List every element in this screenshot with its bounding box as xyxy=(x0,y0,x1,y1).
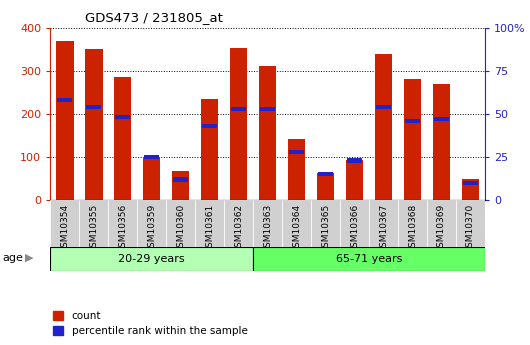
Bar xyxy=(288,139,305,200)
Bar xyxy=(346,160,363,200)
Text: GSM10355: GSM10355 xyxy=(90,204,98,253)
Bar xyxy=(427,200,456,247)
Bar xyxy=(260,107,275,111)
Bar xyxy=(85,49,102,200)
Text: GSM10366: GSM10366 xyxy=(350,204,359,253)
Bar xyxy=(376,105,391,109)
Bar xyxy=(463,181,478,185)
Bar xyxy=(282,200,311,247)
Bar xyxy=(259,66,276,200)
Bar xyxy=(108,200,137,247)
Text: GSM10365: GSM10365 xyxy=(321,204,330,253)
Bar xyxy=(173,177,188,181)
Bar xyxy=(375,55,392,200)
Text: GSM10362: GSM10362 xyxy=(234,204,243,253)
Bar xyxy=(172,171,189,200)
Bar xyxy=(195,200,224,247)
Text: GSM10356: GSM10356 xyxy=(118,204,127,253)
Bar xyxy=(289,150,304,154)
Bar xyxy=(230,48,248,200)
Bar xyxy=(231,107,246,111)
Bar xyxy=(317,173,334,200)
Text: 20-29 years: 20-29 years xyxy=(118,254,185,264)
Bar xyxy=(80,200,108,247)
Bar xyxy=(201,99,218,200)
Bar xyxy=(398,200,427,247)
Bar xyxy=(253,200,282,247)
Text: GSM10369: GSM10369 xyxy=(437,204,446,253)
Text: GSM10354: GSM10354 xyxy=(60,204,69,253)
Text: GSM10370: GSM10370 xyxy=(466,204,475,253)
Bar xyxy=(137,200,166,247)
Text: GDS473 / 231805_at: GDS473 / 231805_at xyxy=(85,11,223,24)
Text: GSM10368: GSM10368 xyxy=(408,204,417,253)
Text: GSM10363: GSM10363 xyxy=(263,204,272,253)
Bar xyxy=(50,247,253,271)
Text: GSM10367: GSM10367 xyxy=(379,204,388,253)
Bar xyxy=(224,200,253,247)
Bar xyxy=(253,247,485,271)
Bar xyxy=(347,158,362,162)
Bar xyxy=(144,155,159,159)
Bar xyxy=(433,84,450,200)
Bar xyxy=(143,157,161,200)
Text: GSM10360: GSM10360 xyxy=(176,204,185,253)
Legend: count, percentile rank within the sample: count, percentile rank within the sample xyxy=(53,311,248,336)
Bar xyxy=(462,179,479,200)
Bar xyxy=(434,117,449,121)
Bar xyxy=(405,119,420,123)
Text: age: age xyxy=(3,253,23,263)
Bar xyxy=(340,200,369,247)
Text: GSM10359: GSM10359 xyxy=(147,204,156,253)
Bar xyxy=(202,124,217,128)
Bar xyxy=(456,200,485,247)
Bar xyxy=(116,115,130,119)
Text: GSM10364: GSM10364 xyxy=(292,204,301,253)
Bar xyxy=(404,79,421,200)
Text: 65-71 years: 65-71 years xyxy=(336,254,402,264)
Bar xyxy=(56,41,74,200)
Bar xyxy=(166,200,195,247)
Bar xyxy=(114,77,131,200)
Bar xyxy=(86,105,101,109)
Bar xyxy=(50,200,80,247)
Text: GSM10361: GSM10361 xyxy=(205,204,214,253)
Bar xyxy=(311,200,340,247)
Bar xyxy=(57,98,72,102)
Text: ▶: ▶ xyxy=(25,253,34,263)
Bar xyxy=(369,200,398,247)
Bar xyxy=(318,172,333,176)
